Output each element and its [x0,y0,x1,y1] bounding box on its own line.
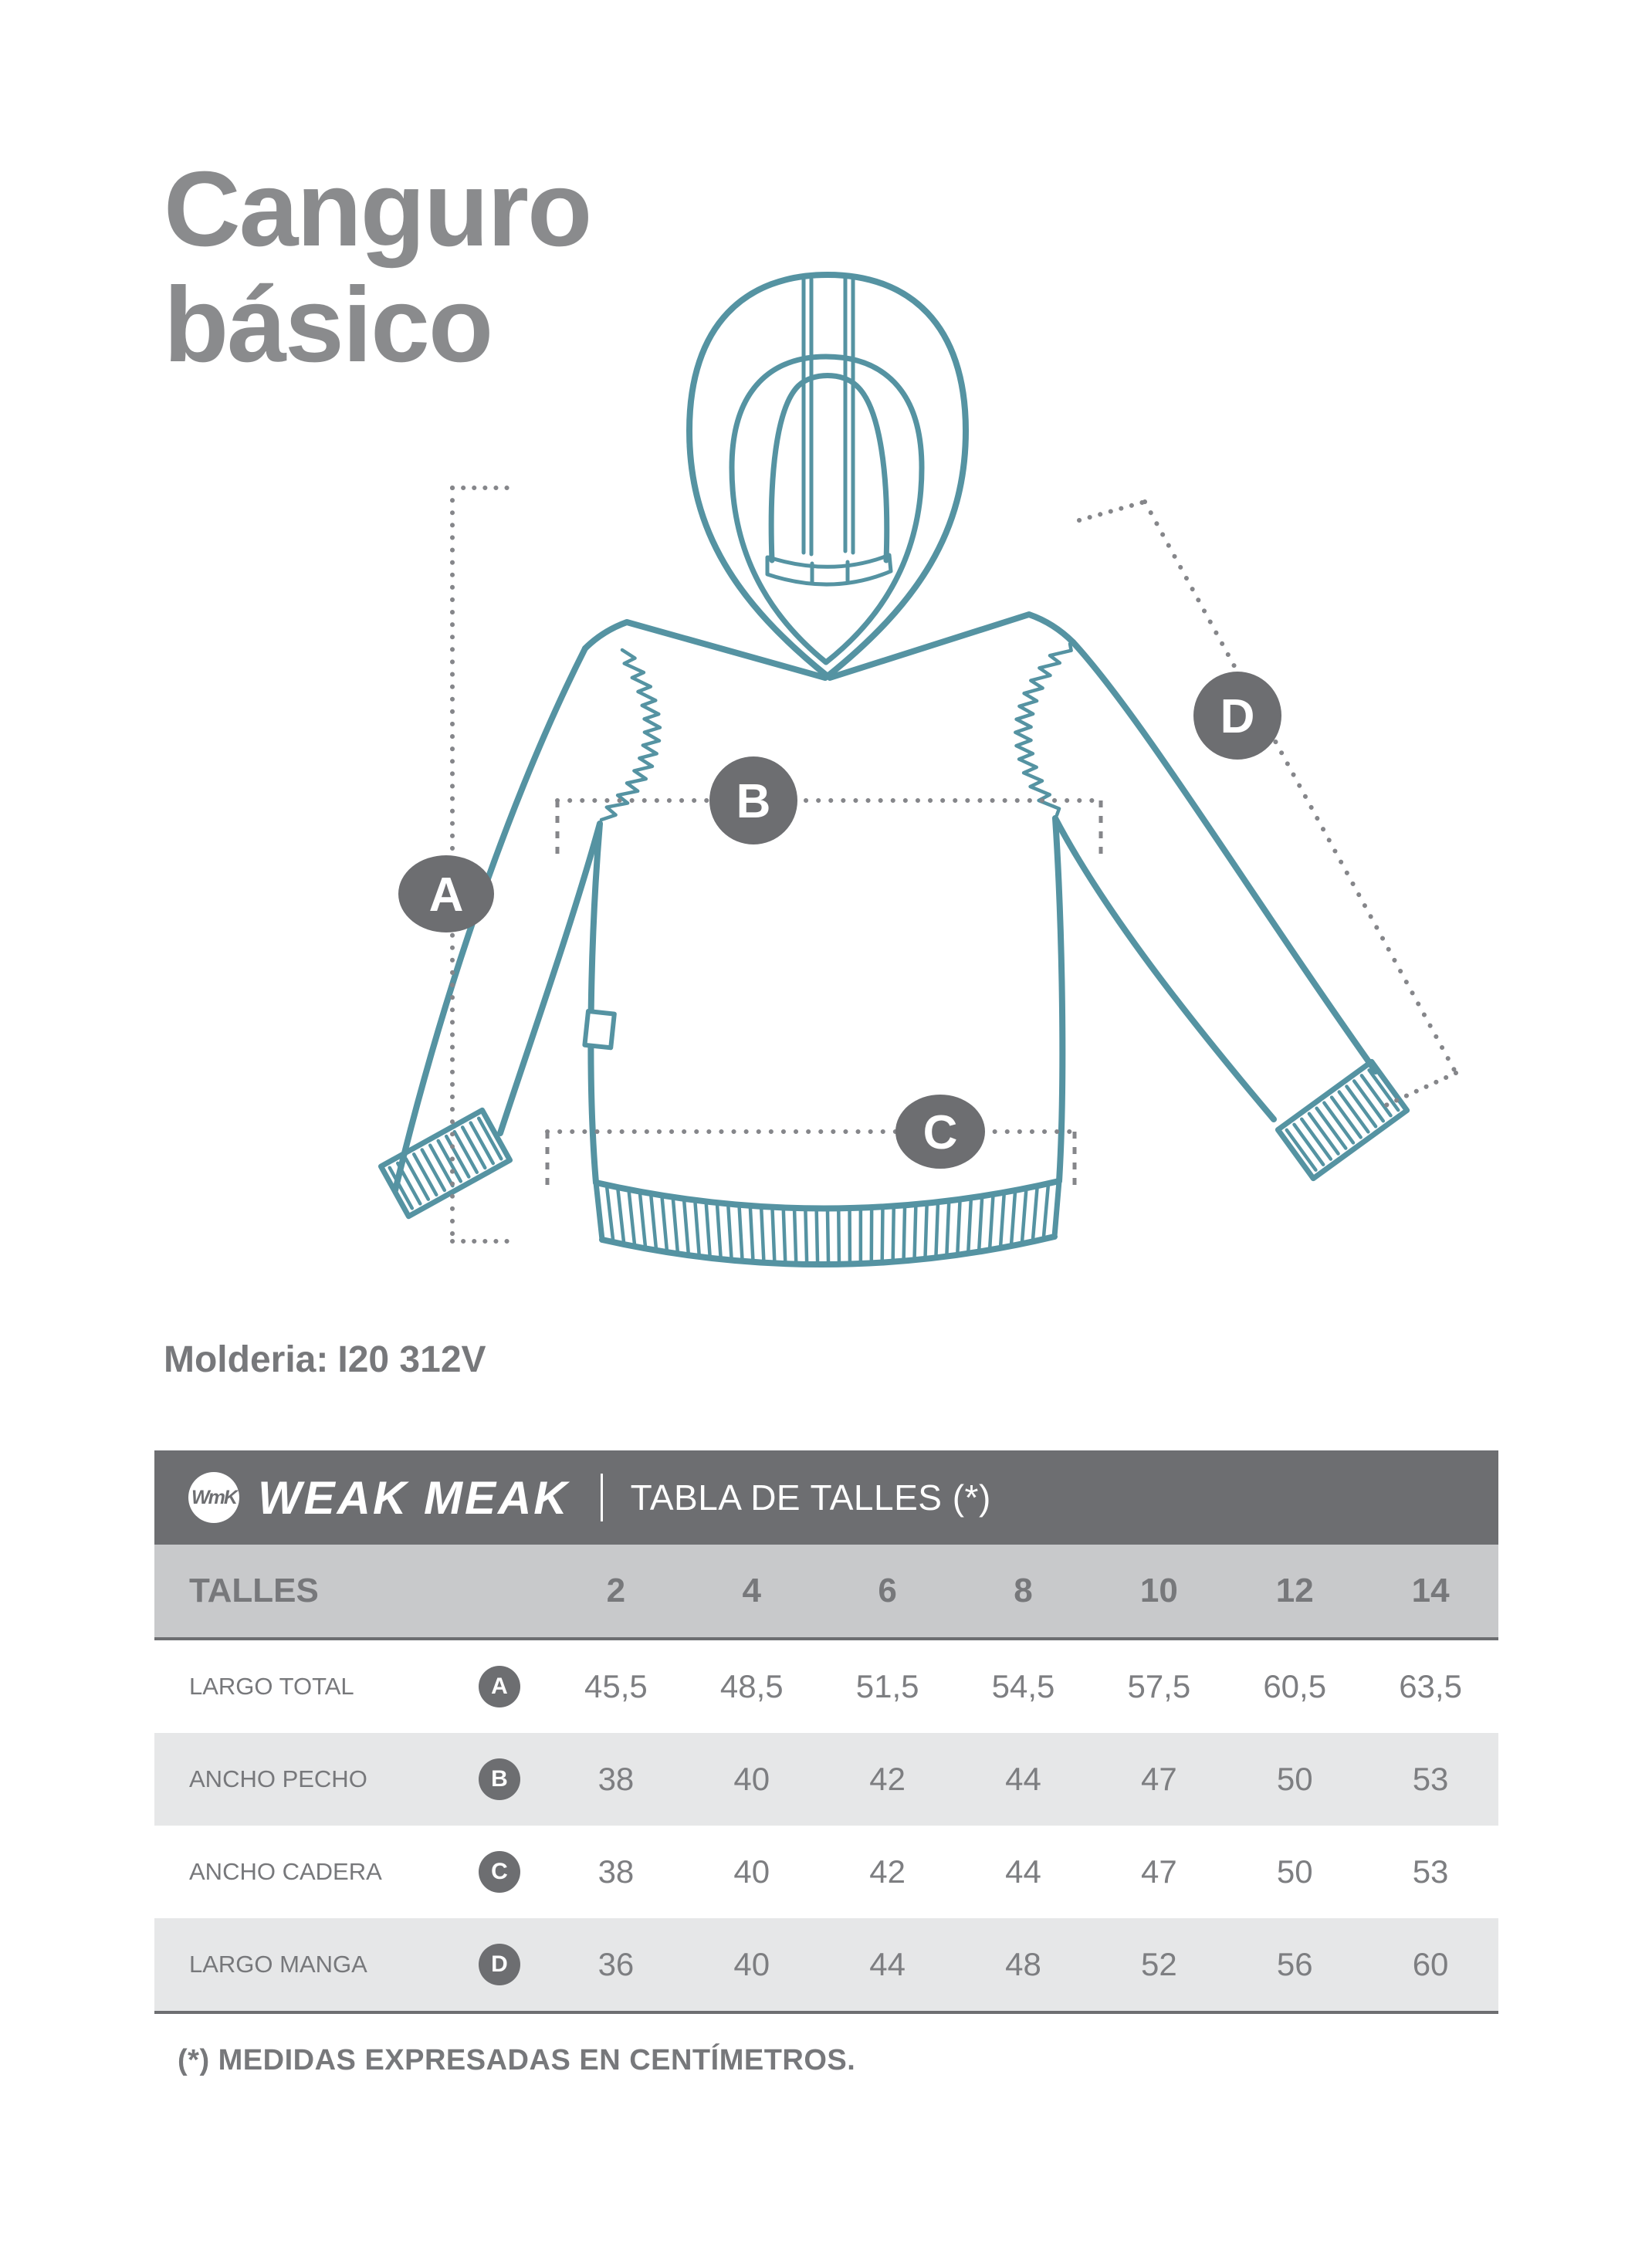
measurement-label: LARGO MANGA [189,1951,367,1978]
body-right-seam [1052,815,1066,1184]
size-column-header: 12 [1275,1572,1314,1609]
measurement-value: 53 [1412,1761,1449,1797]
measurement-value: 53 [1412,1853,1449,1890]
size-column-header: 6 [878,1572,897,1609]
pattern-label: Molderia: [164,1339,329,1380]
right-sleeve-outer [1070,639,1379,1075]
measurement-value: 48 [1005,1946,1041,1982]
badge-c-label: C [923,1106,958,1159]
brand-name: WEAK MEAK [258,1471,570,1524]
size-table-header: WmK WEAK MEAK TABLA DE TALLES (*) [154,1450,1498,1545]
hoodie-outline [377,272,1410,1268]
measurement-value: 50 [1276,1761,1313,1797]
measurement-label: ANCHO PECHO [189,1765,367,1792]
measurement-badge: C [479,1851,520,1893]
hood-center-panel-seams [801,276,855,557]
badge-c-circle [895,1095,985,1169]
measurement-value: 54,5 [991,1668,1055,1704]
size-table: WmK WEAK MEAK TABLA DE TALLES (*) TALLES… [154,1450,1498,2014]
sizes-label: TALLES [189,1572,319,1609]
measurement-value: 57,5 [1127,1668,1191,1704]
badge-a-circle [398,855,494,932]
body-left-seam [587,821,603,1186]
right-cuff [1275,1058,1410,1182]
units-footnote: (*) MEDIDAS EXPRESADAS EN CENTÍMETROS. [178,2044,856,2076]
sizes-row: TALLES 2 4 6 8 10 12 14 [154,1545,1498,1640]
measurement-value: 44 [1005,1853,1041,1890]
hoodie-technical-drawing: A B C D [377,272,1458,1268]
size-column-header: 8 [1014,1572,1033,1609]
measurement-label: ANCHO CADERA [189,1858,382,1885]
measurement-value: 51,5 [855,1668,919,1704]
measurement-badges: A B C D [398,672,1281,1169]
badge-d-circle [1193,672,1281,760]
hood-face-opening [768,373,890,564]
badge-b-label: B [736,775,771,828]
measurement-value: 40 [733,1946,770,1982]
measurement-badge: D [479,1944,520,1985]
measurement-lines [450,486,1458,1244]
left-sleeve-inner [497,821,603,1136]
right-armhole-seam [1014,641,1073,817]
badge-a-label: A [429,868,464,922]
measurement-value: 50 [1276,1853,1313,1890]
pattern-reference: Molderia: I20 312V [164,1339,486,1381]
measurement-value: 38 [597,1853,635,1890]
size-table-title: TABLA DE TALLES (*) [630,1477,991,1518]
measurement-value: 36 [597,1946,635,1982]
size-table-rows: TALLES 2 4 6 8 10 12 14 LARGO TOTAL A 45,5 48,5 51,5… [154,1545,1498,2014]
waistband-bottom [599,1234,1058,1268]
left-armhole-seam [599,648,662,822]
right-shoulder-seam [827,611,1076,681]
measurement-row: ANCHO CADERA C 38 40 42 44 47 50 53 [154,1826,1498,1918]
side-tag [582,1008,617,1051]
measurement-value: 47 [1140,1853,1177,1890]
measurement-value: 40 [733,1761,770,1797]
right-sleeve-inner [1052,815,1277,1122]
measurement-row: LARGO MANGA D 36 40 44 48 52 56 60 [154,1918,1498,2014]
waistband-top [593,1178,1062,1212]
left-shoulder-seam [582,619,828,681]
waistband-ribbing [594,1182,1061,1264]
brand-logo-icon: WmK [188,1472,239,1523]
size-column-header: 10 [1139,1572,1178,1609]
measurement-value: 47 [1140,1761,1177,1797]
measurement-value: 45,5 [584,1668,648,1704]
measurement-value: 44 [1005,1761,1041,1797]
size-column-header: 14 [1411,1572,1450,1609]
measurement-value: 56 [1276,1946,1313,1982]
page-title-line2: básico [164,266,493,385]
measurement-label: LARGO TOTAL [189,1673,354,1700]
size-column-header: 2 [606,1572,626,1609]
measurement-value: 38 [597,1761,635,1797]
measurement-value: 60 [1412,1946,1449,1982]
measurement-value: 60,5 [1263,1668,1327,1704]
left-cuff [377,1107,513,1220]
measure-line-d [1143,499,1458,1075]
measurement-value: 40 [733,1853,770,1890]
measurement-badge: A [479,1666,520,1707]
size-column-header: 4 [742,1572,762,1609]
hood-opening-rim [729,354,925,665]
badge-d-label: D [1220,690,1255,743]
measurement-row: LARGO TOTAL A 45,5 48,5 51,5 54,5 57,5 60,5 63,5 [154,1640,1498,1733]
measurement-row: ANCHO PECHO B 38 40 42 44 47 50 53 [154,1733,1498,1826]
badge-b-circle [709,756,797,844]
measurement-badge: B [479,1758,520,1800]
measurement-value: 44 [869,1946,906,1982]
measurement-value: 63,5 [1399,1668,1462,1704]
hood-chin-band [765,553,893,587]
header-divider [600,1474,603,1521]
measurement-value: 42 [869,1761,906,1797]
page-title-line1: Canguro [164,150,592,269]
measurement-value: 42 [869,1853,906,1890]
pattern-code: I20 312V [337,1339,486,1380]
measurement-value: 48,5 [719,1668,784,1704]
page-title: Canguro básico [164,150,592,385]
measurement-value: 52 [1140,1946,1177,1982]
